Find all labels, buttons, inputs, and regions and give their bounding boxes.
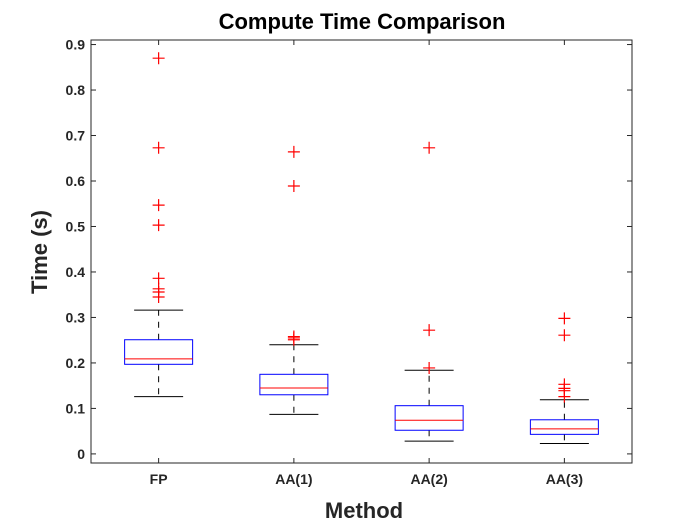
outlier-marker (152, 272, 165, 285)
outlier-marker (558, 329, 571, 342)
x-tick-label: AA(3) (546, 471, 583, 487)
x-tick-label: AA(2) (410, 471, 447, 487)
outlier-marker (152, 199, 165, 212)
outlier-marker (152, 141, 165, 154)
y-tick-label: 0 (77, 446, 85, 462)
y-tick-label: 0.4 (66, 264, 86, 280)
y-tick-label: 0.6 (66, 173, 86, 189)
outlier-marker (152, 290, 165, 303)
box (529, 419, 599, 435)
y-tick-label: 0.1 (66, 400, 86, 416)
y-tick-label: 0.9 (66, 37, 86, 53)
y-tick-label: 0.5 (66, 218, 86, 234)
outlier-marker (152, 219, 165, 232)
outlier-marker (287, 333, 300, 346)
outlier-marker (287, 180, 300, 193)
outlier-marker (558, 312, 571, 325)
outlier-marker (423, 361, 436, 374)
box (394, 405, 464, 431)
chart-title: Compute Time Comparison (219, 9, 506, 34)
outlier-marker (423, 141, 436, 154)
outlier-marker (558, 390, 571, 403)
box (259, 373, 329, 396)
y-tick-label: 0.2 (66, 355, 86, 371)
y-tick-label: 0.8 (66, 82, 86, 98)
x-tick-label: FP (150, 471, 168, 487)
outlier-marker (287, 145, 300, 158)
y-tick-label: 0.3 (66, 309, 86, 325)
axes-frame (90, 39, 633, 464)
outlier-marker (423, 324, 436, 337)
y-tick-label: 0.7 (66, 128, 86, 144)
outlier-marker (152, 52, 165, 65)
box (124, 339, 194, 365)
y-axis-label: Time (s) (27, 210, 52, 294)
x-tick-label: AA(1) (275, 471, 312, 487)
x-axis-label: Method (325, 498, 403, 523)
